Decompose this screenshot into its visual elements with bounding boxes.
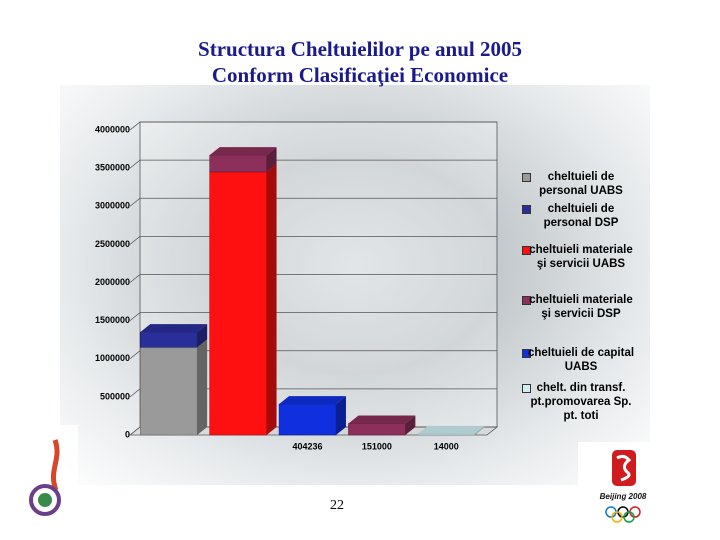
- grid-line: [129, 312, 497, 321]
- bar-top: [140, 324, 208, 333]
- grid-line: [129, 121, 497, 131]
- legend-label: cheltuieli materiale şi servicii DSP: [529, 294, 633, 320]
- bar-side: [266, 163, 277, 435]
- bar: [209, 154, 267, 173]
- bar-side: [335, 396, 346, 435]
- legend-label: cheltuieli de capital UABS: [527, 347, 635, 373]
- x-tick-label: 151000: [362, 441, 392, 451]
- y-tick-label: 2000000: [95, 277, 130, 287]
- grid-line: [129, 235, 497, 245]
- page-number: 22: [330, 498, 344, 513]
- bar: [209, 171, 267, 436]
- y-tick-label: 500000: [100, 391, 130, 401]
- legend-label: cheltuieli de personal DSP: [543, 203, 619, 229]
- slide-title: Structura Cheltuielilor pe anul 2005 Con…: [0, 36, 720, 88]
- bar-side: [474, 425, 485, 435]
- legend-swatch: [522, 205, 531, 214]
- bar-side: [266, 147, 277, 172]
- legend-swatch: [522, 173, 531, 182]
- grid-line: [129, 159, 497, 169]
- bar-top: [209, 147, 277, 156]
- bar: [417, 433, 476, 436]
- title-line: Conform Clasificaţiei Economice: [211, 63, 509, 87]
- x-tick-label: 14000: [434, 441, 459, 451]
- legend-swatch: [522, 246, 531, 255]
- legend-swatch: [522, 384, 531, 393]
- bar: [139, 347, 198, 436]
- y-tick-label: 2500000: [95, 239, 130, 249]
- y-tick-label: 3000000: [95, 201, 130, 211]
- bar-side: [405, 415, 416, 435]
- bar: [139, 331, 198, 348]
- y-tick-label: 3500000: [95, 163, 130, 173]
- legend-label: cheltuieli materiale şi servicii UABS: [529, 244, 633, 270]
- bar-top: [348, 415, 416, 424]
- legend-label: cheltuieli de personal UABS: [539, 171, 623, 197]
- legend-swatch: [522, 296, 531, 305]
- bar: [278, 403, 337, 436]
- y-tick-label: 1000000: [95, 353, 130, 363]
- y-tick-label: 0: [125, 429, 130, 439]
- bar-top: [279, 396, 346, 405]
- bar-side: [197, 339, 208, 435]
- bar-top: [417, 425, 485, 434]
- y-tick-label: 1500000: [95, 315, 130, 325]
- grid-line: [129, 274, 497, 283]
- title-line: Structura Cheltuielilor pe anul 2005: [198, 37, 522, 61]
- y-tick-label: 4000000: [95, 124, 130, 134]
- legend-label: chelt. din transf. pt.promovarea Sp. pt.…: [530, 382, 632, 422]
- bar-side: [197, 324, 208, 348]
- grid-line: [129, 197, 497, 207]
- legend-swatch: [522, 349, 531, 358]
- x-tick-label: 404236: [292, 441, 322, 451]
- bar: [348, 423, 406, 436]
